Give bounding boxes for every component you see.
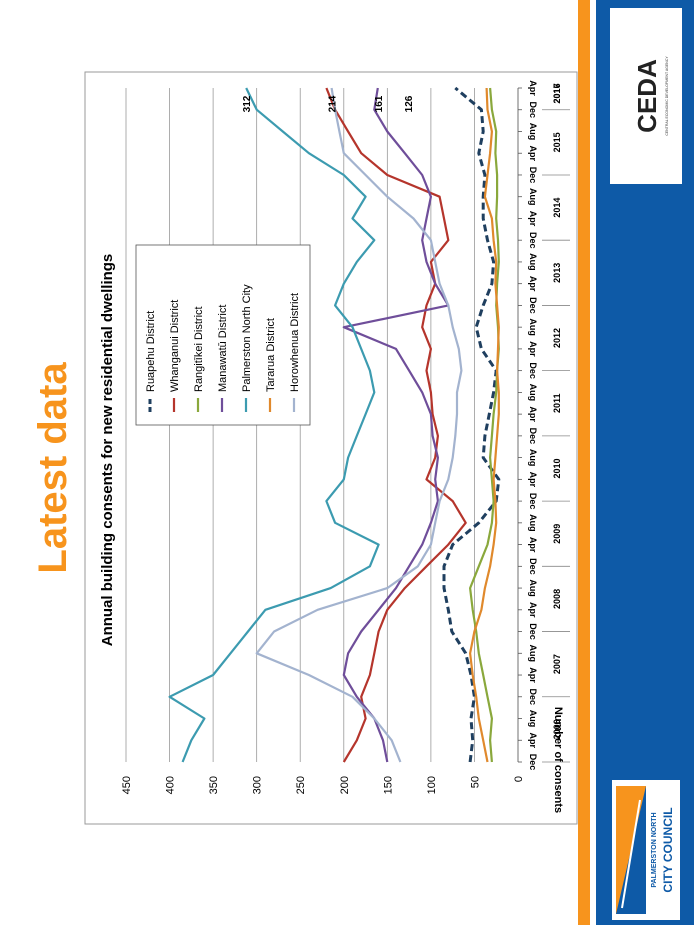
y-tick-label: 200 <box>339 776 351 794</box>
x-tick-label: Dec <box>528 558 538 575</box>
series-line <box>255 87 463 763</box>
x-tick-label: Dec <box>528 167 538 184</box>
legend: Ruapehu District Whanganui District Rangit… <box>135 244 311 426</box>
pncc-logo: PALMERSTON NORTH CITY COUNCIL <box>616 786 675 914</box>
year-label: 2008 <box>552 589 562 609</box>
ceda-logo-subtext: CENTRAL ECONOMIC DEVELOPMENT AGENCY <box>665 56 669 136</box>
y-axis-label: Number of consents <box>552 707 564 813</box>
y-tick-label: 250 <box>295 776 307 794</box>
y-tick-label: 300 <box>252 776 264 794</box>
slide-title: Latest data <box>31 362 75 574</box>
x-tick-label: Dec <box>528 297 538 314</box>
year-label: 2010 <box>552 458 562 478</box>
year-label: 2012 <box>552 328 562 348</box>
x-tick-label: Apr <box>528 145 538 161</box>
x-tick-label: Apr <box>528 537 538 553</box>
y-tick-label: 100 <box>426 776 438 794</box>
x-tick-label: Apr <box>528 602 538 618</box>
year-label: 2015 <box>552 132 562 152</box>
x-tick-label: Dec <box>528 689 538 706</box>
orange-stripe <box>578 0 590 925</box>
y-tick-label: 50 <box>469 776 481 788</box>
x-tick-label: Aug <box>528 645 538 663</box>
legend-label: Whanganui District <box>169 300 181 392</box>
year-label: 2013 <box>552 263 562 283</box>
x-tick-label: Apr <box>528 733 538 749</box>
series-line <box>469 87 500 763</box>
end-value-label: 161 <box>374 95 385 112</box>
x-tick-label: Dec <box>528 362 538 379</box>
legend-box <box>135 244 311 426</box>
x-tick-label: Apr <box>528 276 538 292</box>
x-tick-label: Aug <box>528 253 538 271</box>
ceda-logo: CEDA CENTRAL ECONOMIC DEVELOPMENT AGENCY <box>632 56 669 136</box>
ceda-logo-box <box>610 8 682 184</box>
legend-label: Tararua District <box>265 318 277 392</box>
y-tick-label: 0 <box>513 776 525 782</box>
series-line <box>342 87 450 763</box>
y-tick-label: 150 <box>382 776 394 794</box>
x-tick-label: Apr <box>528 472 538 488</box>
end-value-labels: 312 214 161 126 <box>242 95 415 112</box>
series-line <box>442 86 501 763</box>
year-label: 2014 <box>552 198 562 218</box>
end-value-label: 214 <box>328 95 339 112</box>
series-lines <box>168 86 501 763</box>
pncc-line1: PALMERSTON NORTH <box>651 812 658 887</box>
year-label: 2006 <box>552 719 562 739</box>
x-tick-label: Aug <box>528 579 538 597</box>
year-labels: 2006 2007 2008 2009 2010 2011 2012 2013 2014 2015… <box>552 83 562 739</box>
x-tick-label: Aug <box>528 514 538 532</box>
x-tick-label: Apr <box>528 341 538 357</box>
pncc-line2: CITY COUNCIL <box>661 807 675 892</box>
end-value-label: 312 <box>242 95 253 112</box>
x-tick-label: Apr <box>528 667 538 683</box>
white-stripe <box>590 0 596 925</box>
x-tick-label: Dec <box>528 754 538 771</box>
series-line <box>168 87 380 763</box>
year-label: 2011 <box>552 393 562 413</box>
chart-frame <box>84 71 578 825</box>
y-tick-label: 350 <box>208 776 220 794</box>
year-label: 2009 <box>552 524 562 544</box>
x-tick-label: Apr <box>528 80 538 96</box>
x-tick-label: Dec <box>528 232 538 249</box>
x-tick-label: Aug <box>528 318 538 336</box>
legend-label: Palmerston North City <box>241 284 253 392</box>
x-tick-label: Dec <box>528 623 538 640</box>
legend-label: Rangitīkei District <box>193 306 205 392</box>
x-tick-label: Dec <box>528 493 538 510</box>
x-tick-label: Dec <box>528 428 538 445</box>
end-value-label: 126 <box>404 95 415 112</box>
x-tick-label: Dec <box>528 101 538 118</box>
y-tick-labels: 0 50 100 150 200 250 300 350 400 450 <box>121 776 525 794</box>
x-tick-label: Apr <box>528 211 538 227</box>
series-line <box>469 87 500 763</box>
y-tick-label: 450 <box>121 776 133 794</box>
year-label: 2016 <box>552 83 562 103</box>
x-tick-label: Aug <box>528 449 538 467</box>
series-line <box>325 87 467 763</box>
legend-label: Ruapehu District <box>145 311 157 392</box>
pncc-emblem-line <box>621 799 641 909</box>
x-tick-labels: Dec Apr Aug Dec Apr Aug Dec Apr Aug Dec Apr Aug Dec A… <box>528 80 538 770</box>
x-tick-label: Aug <box>528 710 538 728</box>
x-tick-label: Aug <box>528 123 538 141</box>
ceda-logo-text: CEDA <box>632 59 662 133</box>
chart-title: Annual building consents for new residen… <box>99 254 116 647</box>
legend-label: Horowhenua District <box>289 293 301 392</box>
legend-label: Manawatū District <box>217 305 229 392</box>
x-tick-label: Aug <box>528 384 538 402</box>
x-tick-label: Apr <box>528 406 538 422</box>
y-tick-label: 400 <box>165 776 177 794</box>
year-label: 2007 <box>552 654 562 674</box>
x-tick-label: Aug <box>528 188 538 206</box>
year-label: 2017 <box>552 83 562 103</box>
